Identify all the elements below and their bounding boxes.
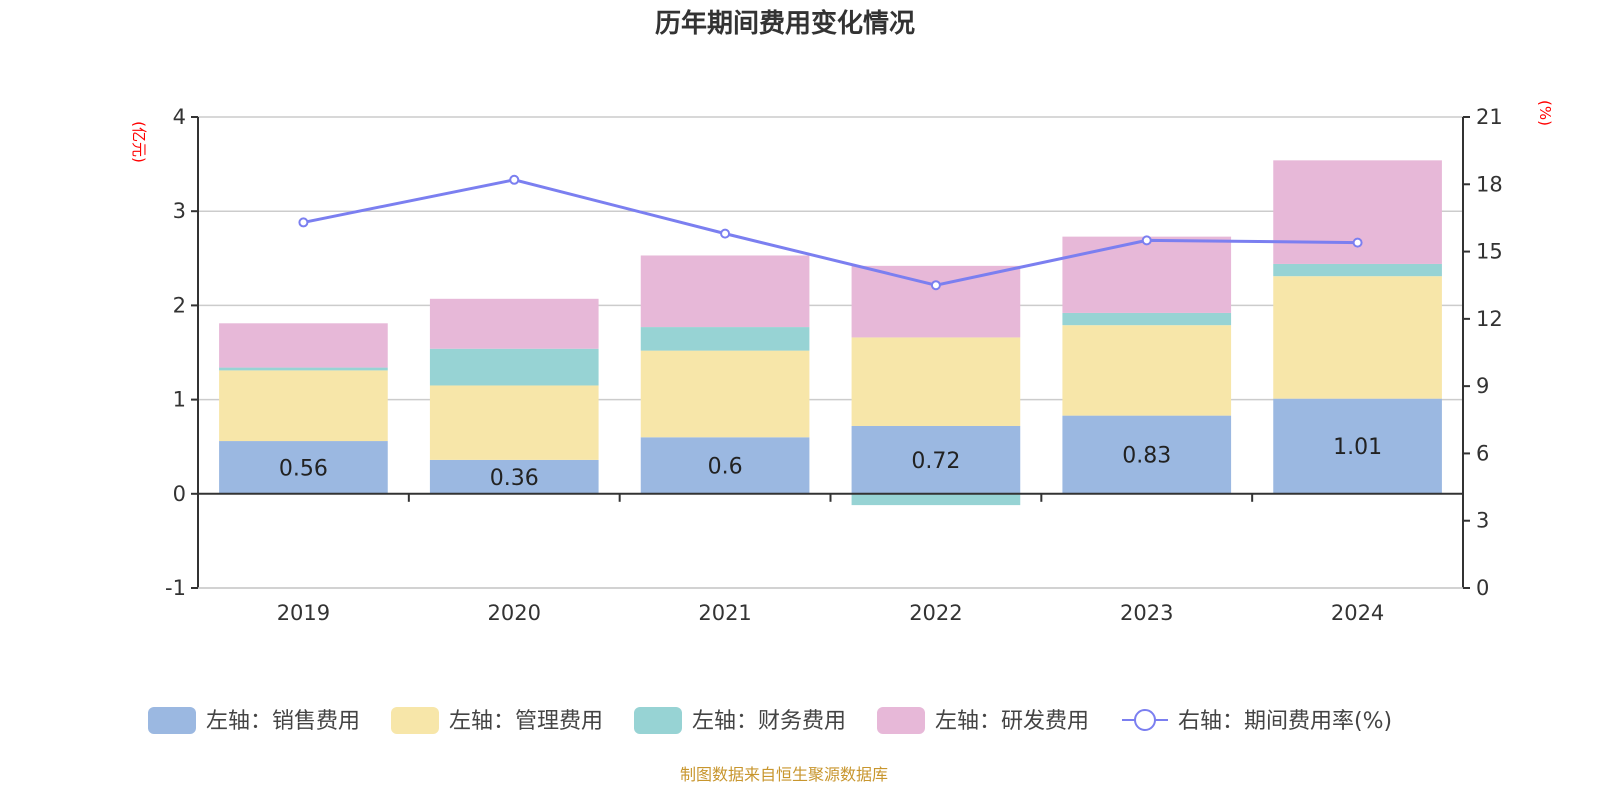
bar-data-label: 0.56 [279,456,328,481]
x-tick-label: 2023 [1120,601,1173,625]
x-tick-label: 2021 [698,601,751,625]
bar-segment [640,327,810,351]
legend-label: 左轴：研发费用 [935,709,1089,734]
bar-segment [1062,325,1232,416]
bar-segment [1273,160,1442,264]
left-tick-label: 2 [173,293,186,317]
bar-segment [219,323,388,368]
rate-point [298,217,309,228]
right-tick-label: 12 [1476,307,1503,331]
x-tick-label: 2024 [1331,601,1384,625]
legend-swatch [148,707,196,734]
right-tick-label: 6 [1476,441,1489,465]
legend-swatch [634,707,682,734]
left-tick-label: -1 [165,576,186,600]
rate-point [720,228,731,239]
bar-segment [429,348,599,386]
bar-segment [429,459,599,494]
bar-segment [851,337,1021,426]
right-tick-label: 21 [1476,105,1503,129]
bars [219,160,1442,506]
left-tick-label: 1 [173,388,186,412]
bar-data-label: 0.36 [490,466,539,491]
bar-segment [851,493,1021,506]
legend-label: 右轴：期间费用率(%) [1178,709,1392,734]
bar-data-label: 0.83 [1122,444,1171,469]
right-tick-label: 0 [1476,576,1489,600]
bar-segment [429,385,599,460]
bar-segment [640,255,810,328]
data-labels: 0.56 0.36 0.6 0.72 0.83 1.01 [279,435,1382,491]
rate-line [298,174,1363,291]
left-tick-label: 0 [173,482,186,506]
bar-segment [429,298,599,349]
bar-segment [851,425,1021,494]
rate-point [1141,235,1152,246]
left-tick-label: 4 [173,105,186,129]
rate-point [930,280,941,291]
right-tick-label: 18 [1476,172,1503,196]
bar-segment [640,350,810,438]
legend-label: 左轴：管理费用 [449,709,603,734]
bar-segment [219,441,388,494]
bar-segment [640,437,810,494]
right-tick-label: 3 [1476,509,1489,533]
rate-line-path [303,178,1358,287]
x-tick-label: 2020 [488,601,541,625]
source-note: 制图数据来自恒生聚源数据库 [680,765,888,784]
bar-segment [1273,398,1442,494]
legend-swatch [877,707,925,734]
bar-segment [1062,415,1232,494]
left-axis-unit: (亿元) [130,121,148,163]
bar-segment [1062,236,1232,313]
bar-data-label: 1.01 [1333,435,1382,460]
bar-data-label: 0.6 [708,455,743,480]
bar-data-label: 0.72 [911,449,960,474]
bar-segment [219,370,388,442]
legend-swatch [391,707,439,734]
rate-point [509,174,520,185]
rate-point [1352,237,1363,248]
bar-segment [1273,263,1442,277]
bar-segment [219,367,388,371]
left-tick-label: 3 [173,199,186,223]
bar-segment [1062,312,1232,326]
legend-label: 左轴：销售费用 [206,709,360,734]
right-axis-unit: (%) [1536,100,1554,126]
x-tick-label: 2022 [909,601,962,625]
x-tick-label: 2019 [277,601,330,625]
bar-segment [851,265,1021,338]
legend: 左轴：销售费用 左轴：管理费用 左轴：财务费用 左轴：研发费用 右轴：期间费用率(%) [148,707,1392,734]
chart-title: 历年期间费用变化情况 [655,8,915,39]
legend-label: 左轴：财务费用 [692,709,846,734]
right-tick-label: 15 [1476,240,1503,264]
right-tick-label: 9 [1476,374,1489,398]
bar-segment [1273,276,1442,399]
legend-circle-icon [1134,709,1156,731]
